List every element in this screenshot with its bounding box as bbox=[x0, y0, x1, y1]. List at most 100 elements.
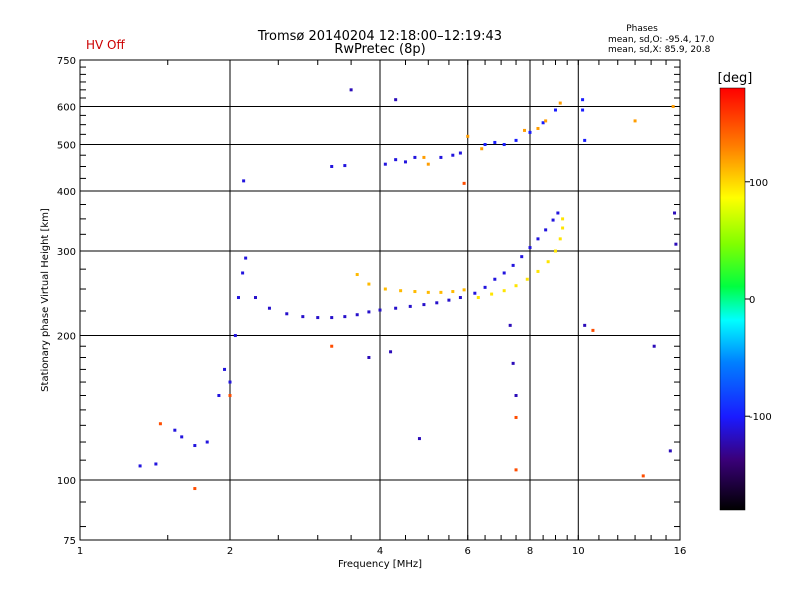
data-point bbox=[394, 158, 398, 162]
data-point bbox=[641, 474, 645, 478]
data-point bbox=[493, 140, 497, 144]
data-point bbox=[528, 130, 532, 134]
chart-title-line2: RwPretec (8p) bbox=[334, 42, 425, 57]
data-point bbox=[285, 312, 289, 316]
data-point bbox=[541, 121, 545, 125]
data-point bbox=[439, 155, 443, 159]
data-point bbox=[367, 282, 371, 286]
data-point bbox=[581, 108, 585, 112]
minor-ticks bbox=[79, 60, 681, 540]
data-point bbox=[417, 437, 421, 441]
data-point bbox=[466, 134, 470, 138]
data-point bbox=[502, 271, 506, 275]
data-point bbox=[583, 323, 587, 327]
data-point bbox=[330, 164, 334, 168]
data-point bbox=[476, 296, 480, 300]
data-point bbox=[228, 380, 232, 384]
data-point bbox=[367, 355, 371, 359]
colorbar-tick-label: 100 bbox=[749, 178, 768, 189]
data-point bbox=[536, 126, 540, 130]
data-point bbox=[558, 237, 562, 241]
data-point bbox=[551, 218, 555, 222]
data-point bbox=[267, 306, 271, 310]
data-point bbox=[502, 143, 506, 147]
y-tick-label: 300 bbox=[57, 247, 76, 258]
data-point bbox=[671, 105, 675, 109]
data-point bbox=[473, 291, 477, 295]
x-axis-label: Frequency [MHz] bbox=[338, 559, 422, 570]
data-point bbox=[447, 298, 451, 302]
data-point bbox=[536, 269, 540, 273]
x-tick-label: 10 bbox=[572, 546, 585, 557]
data-point bbox=[355, 273, 359, 277]
data-point bbox=[205, 440, 209, 444]
data-point bbox=[674, 242, 678, 246]
data-point bbox=[422, 155, 426, 159]
data-point bbox=[514, 284, 518, 288]
data-point bbox=[343, 164, 347, 168]
data-point bbox=[383, 162, 387, 166]
data-point bbox=[511, 361, 515, 365]
data-point bbox=[193, 444, 197, 448]
data-point bbox=[458, 151, 462, 155]
data-point bbox=[330, 344, 334, 348]
grid-lines bbox=[80, 60, 680, 540]
data-point bbox=[413, 155, 417, 159]
data-point bbox=[451, 153, 455, 157]
data-point bbox=[223, 367, 227, 371]
data-point bbox=[378, 308, 382, 312]
data-point bbox=[544, 119, 548, 123]
data-point bbox=[399, 289, 403, 293]
data-point bbox=[553, 108, 557, 112]
data-point bbox=[490, 292, 494, 296]
data-point bbox=[355, 313, 359, 317]
data-point bbox=[525, 277, 529, 281]
data-point bbox=[408, 304, 412, 308]
data-point bbox=[451, 290, 455, 294]
y-tick-labels: 75 100 200 300 400 500 600 750 bbox=[57, 56, 76, 547]
data-point bbox=[394, 98, 398, 102]
data-point bbox=[508, 323, 512, 327]
data-point bbox=[330, 316, 334, 320]
data-point bbox=[253, 296, 257, 300]
data-point bbox=[561, 217, 565, 221]
data-point bbox=[514, 138, 518, 142]
colorbar-ticks: 100 0 -100 bbox=[745, 178, 772, 423]
data-point bbox=[138, 464, 142, 468]
x-tick-labels: 1 2 4 6 8 10 16 bbox=[77, 546, 687, 557]
data-point bbox=[241, 271, 245, 275]
y-tick-label: 75 bbox=[63, 536, 76, 547]
data-point bbox=[458, 296, 462, 300]
x-tick-label: 1 bbox=[77, 546, 83, 557]
colorbar-label: [deg] bbox=[718, 71, 753, 86]
data-point bbox=[493, 277, 497, 281]
data-point bbox=[367, 310, 371, 314]
data-point bbox=[583, 138, 587, 142]
x-tick-label: 6 bbox=[465, 546, 471, 557]
x-tick-label: 4 bbox=[377, 546, 383, 557]
colorbar-tick-label: 0 bbox=[749, 295, 755, 306]
y-tick-label: 600 bbox=[57, 103, 76, 114]
data-points bbox=[138, 88, 678, 491]
data-point bbox=[180, 435, 184, 439]
x-tick-label: 16 bbox=[674, 546, 687, 557]
data-point bbox=[514, 394, 518, 398]
data-point bbox=[389, 350, 393, 354]
data-point bbox=[422, 303, 426, 307]
x-tick-label: 2 bbox=[227, 546, 233, 557]
data-point bbox=[673, 211, 677, 215]
data-point bbox=[483, 143, 487, 147]
data-point bbox=[462, 288, 466, 292]
data-point bbox=[536, 237, 540, 241]
data-point bbox=[426, 290, 430, 294]
data-point bbox=[439, 290, 443, 294]
y-tick-label: 500 bbox=[57, 141, 76, 152]
data-point bbox=[633, 119, 637, 123]
data-point bbox=[591, 328, 595, 332]
chart-title-line1: Tromsø 20140204 12:18:00–12:19:43 bbox=[257, 29, 502, 44]
phases-title: Phases bbox=[626, 24, 658, 34]
data-point bbox=[173, 428, 177, 432]
phases-o-stats: mean, sd,O: -95.4, 17.0 bbox=[608, 35, 715, 45]
data-point bbox=[523, 128, 527, 132]
